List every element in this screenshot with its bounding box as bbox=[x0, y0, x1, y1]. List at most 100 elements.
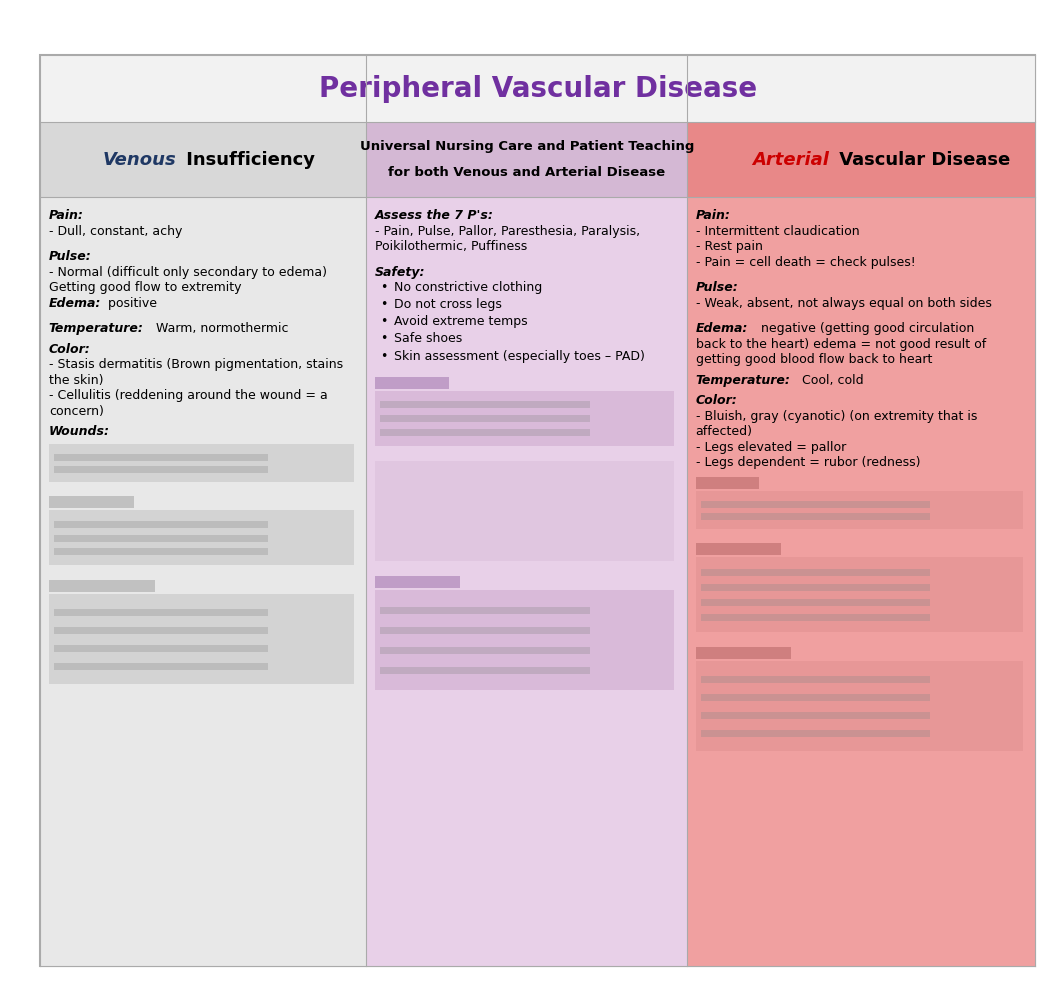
Bar bbox=[701, 569, 930, 576]
Bar bbox=[380, 647, 589, 654]
Bar bbox=[380, 428, 589, 435]
Bar bbox=[380, 607, 589, 614]
Text: - Weak, absent, not always equal on both sides: - Weak, absent, not always equal on both… bbox=[696, 296, 992, 309]
Text: - Bluish, gray (cyanotic) (on extremity that is: - Bluish, gray (cyanotic) (on extremity … bbox=[696, 409, 977, 422]
Bar bbox=[49, 510, 354, 565]
Text: Avoid extreme temps: Avoid extreme temps bbox=[394, 315, 528, 328]
Text: Edema:: Edema: bbox=[49, 296, 101, 309]
Bar bbox=[54, 521, 268, 528]
Bar bbox=[40, 55, 1035, 122]
Bar bbox=[54, 609, 268, 616]
Text: - Rest pain: - Rest pain bbox=[696, 240, 763, 253]
Text: •: • bbox=[380, 349, 388, 362]
Bar bbox=[366, 197, 687, 966]
Bar bbox=[701, 614, 930, 621]
Text: - Legs dependent = rubor (redness): - Legs dependent = rubor (redness) bbox=[696, 456, 920, 469]
Bar bbox=[380, 667, 589, 674]
Text: getting good blood flow back to heart: getting good blood flow back to heart bbox=[696, 353, 932, 366]
Text: negative (getting good circulation: negative (getting good circulation bbox=[749, 322, 974, 335]
Bar bbox=[701, 730, 930, 737]
Text: Temperature:: Temperature: bbox=[696, 373, 790, 386]
Text: •: • bbox=[380, 281, 388, 294]
Text: - Dull, constant, achy: - Dull, constant, achy bbox=[49, 224, 183, 237]
Bar bbox=[701, 514, 930, 521]
Text: Safe shoes: Safe shoes bbox=[394, 332, 462, 345]
Bar bbox=[701, 712, 930, 719]
Bar bbox=[701, 694, 930, 701]
Text: Wounds:: Wounds: bbox=[49, 425, 109, 438]
Bar bbox=[49, 580, 155, 592]
Text: Warm, normothermic: Warm, normothermic bbox=[148, 322, 288, 335]
Text: Skin assessment (especially toes – PAD): Skin assessment (especially toes – PAD) bbox=[394, 349, 645, 362]
Text: Venous: Venous bbox=[103, 151, 176, 168]
Bar bbox=[49, 495, 134, 508]
Text: Vascular Disease: Vascular Disease bbox=[833, 151, 1010, 168]
Bar bbox=[380, 627, 589, 634]
Text: Universal Nursing Care and Patient Teaching: Universal Nursing Care and Patient Teach… bbox=[360, 140, 693, 153]
Text: - Legs elevated = pallor: - Legs elevated = pallor bbox=[696, 440, 845, 453]
Bar bbox=[375, 576, 460, 588]
Text: the skin): the skin) bbox=[49, 373, 103, 386]
Text: Cool, cold: Cool, cold bbox=[794, 373, 864, 386]
Text: Pain:: Pain: bbox=[49, 209, 84, 222]
Bar bbox=[701, 676, 930, 683]
Bar bbox=[696, 647, 791, 659]
Bar bbox=[375, 590, 674, 690]
Bar bbox=[701, 599, 930, 606]
Bar bbox=[380, 415, 589, 422]
Bar bbox=[701, 584, 930, 591]
Text: positive: positive bbox=[100, 296, 157, 309]
Text: - Stasis dermatitis (Brown pigmentation, stains: - Stasis dermatitis (Brown pigmentation,… bbox=[49, 358, 343, 371]
Bar bbox=[40, 197, 366, 966]
Bar bbox=[687, 122, 1035, 197]
Bar bbox=[696, 557, 1023, 632]
Bar bbox=[54, 466, 268, 473]
Text: Arterial: Arterial bbox=[753, 151, 829, 168]
Text: Safety:: Safety: bbox=[375, 265, 426, 278]
Bar bbox=[375, 460, 674, 561]
Text: Getting good flow to extremity: Getting good flow to extremity bbox=[49, 281, 241, 294]
Text: Pulse:: Pulse: bbox=[49, 250, 91, 263]
Bar bbox=[54, 549, 268, 556]
Bar bbox=[375, 390, 674, 445]
Bar bbox=[380, 401, 589, 408]
Bar bbox=[40, 122, 366, 197]
Text: Pulse:: Pulse: bbox=[696, 281, 738, 294]
Text: Do not cross legs: Do not cross legs bbox=[394, 298, 502, 311]
Text: - Pain, Pulse, Pallor, Paresthesia, Paralysis,: - Pain, Pulse, Pallor, Paresthesia, Para… bbox=[375, 224, 640, 237]
Text: Poikilothermic, Puffiness: Poikilothermic, Puffiness bbox=[375, 240, 527, 253]
Bar bbox=[54, 663, 268, 670]
Text: concern): concern) bbox=[49, 404, 104, 417]
Text: - Intermittent claudication: - Intermittent claudication bbox=[696, 224, 859, 237]
Text: Assess the 7 P's:: Assess the 7 P's: bbox=[375, 209, 494, 222]
Text: - Cellulitis (reddening around the wound = a: - Cellulitis (reddening around the wound… bbox=[49, 389, 327, 402]
Bar bbox=[49, 594, 354, 684]
Text: - Normal (difficult only secondary to edema): - Normal (difficult only secondary to ed… bbox=[49, 265, 327, 278]
Bar bbox=[696, 490, 1023, 529]
Text: - Pain = cell death = check pulses!: - Pain = cell death = check pulses! bbox=[696, 255, 915, 268]
Text: back to the heart) edema = not good result of: back to the heart) edema = not good resu… bbox=[696, 337, 986, 350]
Bar bbox=[696, 543, 781, 555]
Text: •: • bbox=[380, 315, 388, 328]
Text: for both Venous and Arterial Disease: for both Venous and Arterial Disease bbox=[389, 166, 665, 179]
Text: Color:: Color: bbox=[49, 342, 90, 355]
Bar bbox=[696, 661, 1023, 751]
Bar bbox=[54, 535, 268, 542]
Bar bbox=[696, 476, 759, 488]
Bar bbox=[54, 453, 268, 460]
Bar bbox=[701, 500, 930, 508]
Bar bbox=[687, 197, 1035, 966]
Bar bbox=[54, 645, 268, 652]
Text: Temperature:: Temperature: bbox=[49, 322, 143, 335]
Text: Peripheral Vascular Disease: Peripheral Vascular Disease bbox=[319, 75, 757, 102]
Text: •: • bbox=[380, 298, 388, 311]
Text: Color:: Color: bbox=[696, 394, 737, 407]
Text: •: • bbox=[380, 332, 388, 345]
Bar bbox=[366, 122, 687, 197]
Text: affected): affected) bbox=[696, 425, 753, 438]
Text: No constrictive clothing: No constrictive clothing bbox=[394, 281, 543, 294]
Text: Insufficiency: Insufficiency bbox=[179, 151, 315, 168]
Text: Edema:: Edema: bbox=[696, 322, 748, 335]
Bar bbox=[49, 443, 354, 481]
Text: Pain:: Pain: bbox=[696, 209, 731, 222]
